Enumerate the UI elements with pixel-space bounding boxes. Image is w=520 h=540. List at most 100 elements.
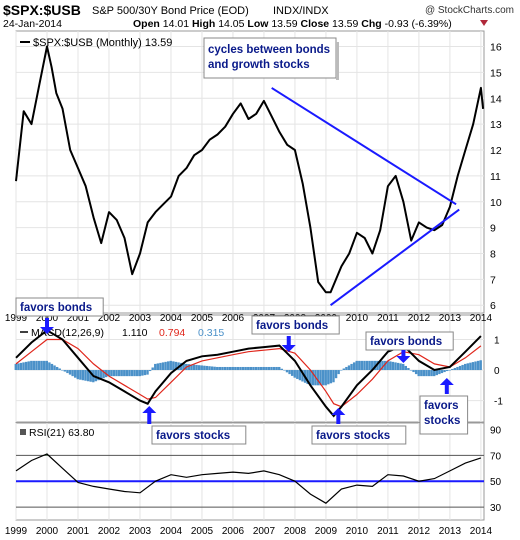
macd-histogram-bar: [213, 366, 216, 371]
macd-histogram-bar: [259, 366, 263, 371]
quote-part-2: High: [192, 18, 215, 30]
annotation-text: favors bonds: [370, 336, 442, 348]
macd-histogram-bar: [115, 370, 118, 377]
cycles-annotation-text: cycles between bonds: [208, 44, 330, 56]
macd-histogram-bar: [435, 370, 438, 376]
xtick-label: 2004: [160, 526, 183, 537]
price-xtick-label: 1999: [5, 313, 28, 324]
macd-histogram-bar: [257, 366, 260, 371]
macd-histogram-bar: [425, 370, 428, 377]
macd-histogram-bar: [200, 365, 203, 371]
macd-histogram-bar: [262, 366, 265, 371]
macd-histogram-bar: [355, 360, 358, 371]
macd-histogram-bar: [352, 362, 356, 371]
annotation-box: [365, 331, 454, 351]
macd-histogram-bar: [221, 366, 224, 371]
macd-histogram-bar: [107, 370, 110, 377]
macd-histogram-bar: [151, 367, 154, 371]
macd-histogram-bar: [371, 360, 374, 371]
copyright-text: @ StockCharts.com: [425, 5, 514, 16]
trendline-0: [271, 87, 457, 206]
macd-ytick-label: 1: [494, 335, 500, 346]
macd-histogram-bar: [319, 370, 322, 386]
rsi-ytick-label: 30: [490, 503, 502, 514]
date-label: 24-Jan-2014: [3, 18, 62, 30]
xtick-label: 2000: [36, 526, 59, 537]
macd-histogram-bar: [363, 360, 366, 371]
annotation-text: favors bonds: [20, 302, 92, 314]
macd-histogram-bar: [146, 370, 149, 375]
macd-histogram-bar: [84, 370, 87, 381]
macd-histogram-bar: [280, 368, 284, 371]
price-xtick-label: 2013: [439, 313, 462, 324]
macd-histogram-bar: [414, 370, 418, 375]
quote-part-3: 14.05: [215, 18, 247, 30]
rsi-legend-swatch: [20, 429, 26, 435]
macd-histogram-bar: [422, 370, 426, 377]
price-xtick-label: 2010: [346, 313, 369, 324]
cycles-annotation-box: [203, 37, 337, 79]
trendline-1: [329, 208, 460, 307]
macd-histogram-bar: [48, 362, 51, 371]
price-xtick-label: 2001: [67, 313, 90, 324]
quote-part-1: 14.01: [160, 18, 192, 30]
macd-histogram-bar: [244, 366, 247, 371]
macd-histogram-bar: [430, 370, 433, 377]
macd-histogram-bar: [135, 370, 139, 377]
macd-histogram-bar: [298, 370, 302, 381]
macd-histogram-bar: [301, 370, 304, 382]
quote-part-8: Chg: [361, 18, 381, 30]
macd-histogram-bar: [433, 370, 436, 377]
macd-histogram-bar: [391, 361, 395, 371]
macd-histogram-bar: [409, 370, 413, 371]
macd-histogram-bar: [407, 367, 410, 371]
macd-histogram-bar: [35, 360, 38, 371]
annotation-box: [151, 425, 247, 445]
macd-histogram-bar: [203, 365, 206, 371]
macd-histogram-bar: [440, 370, 444, 374]
macd-histogram-bar: [337, 370, 340, 375]
macd-histogram-bar: [226, 366, 229, 371]
quote-part-7: 13.59: [329, 18, 361, 30]
macd-histogram-bar: [347, 365, 351, 371]
rsi-ytick-label: 50: [490, 477, 502, 488]
macd-histogram-bar: [396, 362, 400, 371]
macd-histogram-bar: [102, 370, 105, 379]
annotation-text: favors: [424, 400, 459, 412]
macd-histogram-bar: [164, 361, 167, 371]
annotation-text: favors stocks: [156, 430, 230, 442]
macd-histogram-bar: [340, 370, 343, 371]
macd-histogram-bar: [40, 360, 43, 371]
macd-histogram-bar: [412, 370, 415, 373]
macd-histogram-bar: [172, 361, 175, 371]
macd-histogram-bar: [389, 361, 392, 371]
arrow-down-head-icon: [39, 327, 54, 334]
macd-histogram-bar: [174, 361, 178, 371]
rsi-legend-label: RSI(21) 63.80: [29, 427, 95, 439]
xtick-label: 2008: [284, 526, 307, 537]
macd-histogram-bar: [58, 368, 61, 371]
down-triangle-icon: [480, 20, 488, 26]
macd-histogram-bar: [76, 370, 79, 380]
macd-histogram-bar: [476, 360, 480, 371]
price-xtick-label: 2003: [129, 313, 152, 324]
annotation-text: stocks: [424, 415, 460, 427]
macd-histogram-bar: [236, 366, 240, 371]
macd-histogram-bar: [296, 370, 299, 379]
annotation-shadow: [336, 42, 339, 80]
macd-histogram-bar: [402, 363, 405, 371]
macd-histogram-bar: [283, 370, 286, 371]
macd-histogram-bar: [438, 370, 441, 375]
xtick-label: 2009: [315, 526, 338, 537]
macd-histogram-bar: [218, 366, 222, 371]
annotation-text: favors stocks: [316, 430, 390, 442]
price-ytick-label: 8: [490, 248, 496, 260]
rsi-line: [15, 453, 482, 504]
macd-histogram-bar: [97, 370, 100, 381]
macd-histogram-bar: [443, 370, 446, 373]
macd-histogram-bar: [120, 370, 123, 377]
macd-histogram-bar: [66, 370, 69, 374]
macd-histogram-bar: [32, 360, 36, 371]
macd-histogram-bar: [208, 366, 211, 371]
price-xtick-label: 2004: [160, 313, 183, 324]
